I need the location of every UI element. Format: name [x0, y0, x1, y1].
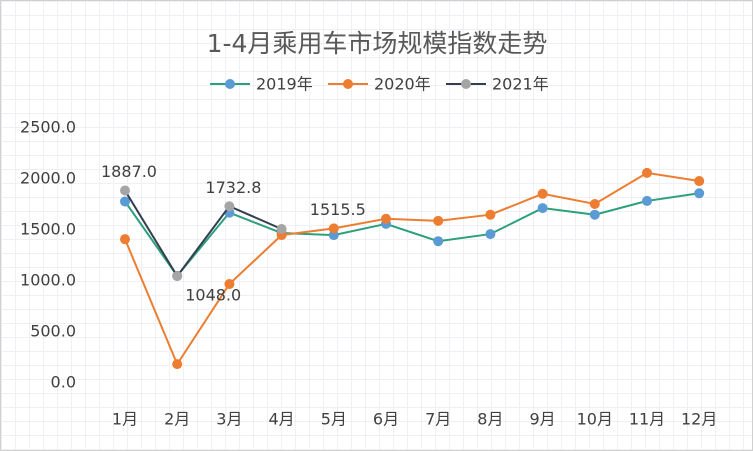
data-label: 1732.8	[205, 178, 261, 197]
x-tick-label: 8月	[477, 410, 503, 429]
data-point	[381, 213, 391, 224]
y-tick-label: 1000.0	[20, 271, 76, 290]
data-point	[589, 198, 600, 209]
series-line	[124, 171, 700, 367]
x-tick-label: 12月	[681, 410, 717, 429]
x-tick-label: 5月	[321, 410, 347, 429]
y-tick-label: 2500.0	[20, 118, 76, 137]
legend-label: 2021年	[492, 75, 549, 94]
y-tick-label: 1500.0	[20, 220, 76, 239]
data-point	[120, 185, 130, 196]
data-label: 1515.5	[310, 200, 366, 219]
x-tick-label: 10月	[577, 410, 613, 429]
y-tick-label: 0.0	[51, 373, 76, 392]
x-tick-label: 3月	[216, 410, 242, 429]
data-point	[642, 195, 652, 206]
legend-label: 2019年	[256, 75, 313, 94]
data-point	[433, 215, 444, 226]
data-point	[172, 271, 183, 282]
y-tick-label: 2000.0	[20, 169, 76, 188]
legend-label: 2020年	[374, 75, 431, 94]
data-point	[694, 176, 705, 187]
data-point	[642, 167, 652, 178]
x-tick-label: 9月	[530, 410, 556, 429]
x-tick-label: 4月	[269, 410, 295, 429]
data-point	[485, 209, 496, 220]
data-point	[276, 223, 287, 234]
data-point	[485, 229, 496, 240]
data-point	[224, 201, 235, 212]
legend-marker	[343, 79, 353, 89]
data-point	[172, 359, 183, 370]
x-tick-label: 6月	[373, 410, 399, 429]
data-point	[537, 203, 548, 214]
data-point	[328, 223, 339, 234]
series-line	[124, 190, 282, 278]
x-tick-label: 1月	[112, 410, 138, 429]
data-point	[224, 279, 235, 290]
x-tick-label: 11月	[629, 410, 665, 429]
data-point	[433, 236, 444, 247]
data-point	[120, 196, 130, 207]
data-label: 1887.0	[101, 162, 157, 181]
y-tick-label: 500.0	[30, 322, 76, 341]
data-point	[537, 188, 548, 199]
legend-marker	[461, 79, 471, 89]
x-tick-label: 7月	[425, 410, 451, 429]
data-point	[120, 234, 130, 245]
series-line	[124, 192, 700, 278]
data-label: 1048.0	[185, 286, 241, 305]
data-point	[589, 209, 600, 220]
data-point	[694, 188, 705, 199]
x-tick-label: 2月	[164, 410, 190, 429]
legend-marker	[225, 79, 235, 89]
chart-title: 1-4月乘用车市场规模指数走势	[207, 29, 548, 58]
